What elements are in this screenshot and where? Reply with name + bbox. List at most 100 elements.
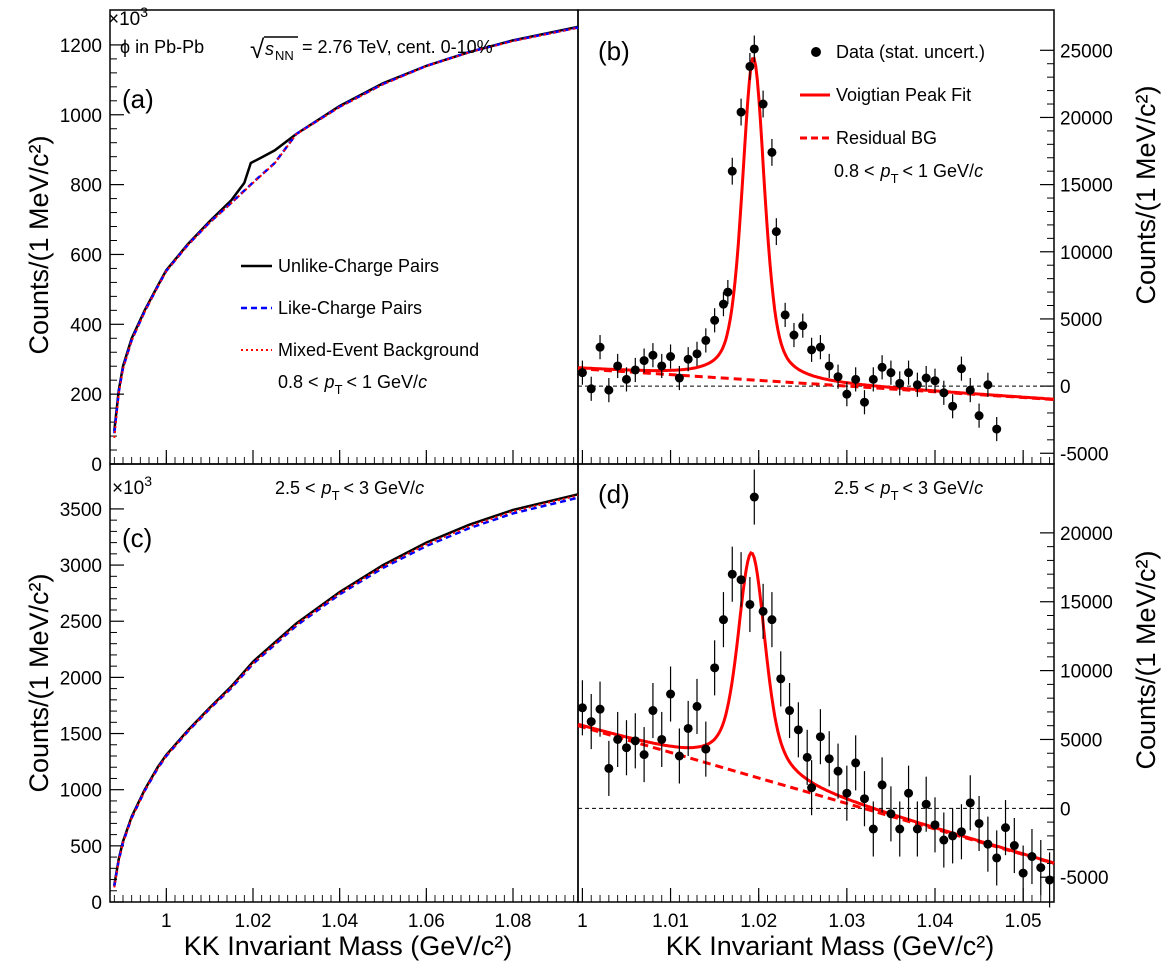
data-point — [824, 754, 834, 764]
data-point — [948, 401, 958, 411]
y-tick-label: 15000 — [1060, 176, 1113, 197]
data-point — [974, 818, 984, 828]
data-point — [833, 766, 843, 776]
figure-header: ϕ in Pb-Pb — [120, 37, 204, 57]
data-point — [683, 354, 693, 364]
data-point — [974, 411, 984, 421]
y-tick-label: 10000 — [1060, 243, 1113, 264]
legend-mixed-label: Mixed-Event Background — [278, 340, 479, 360]
panel-label-d: (d) — [598, 479, 630, 509]
data-point — [613, 734, 623, 744]
y-tick-label: 600 — [70, 245, 102, 266]
y-tick-label: 0 — [1060, 377, 1071, 398]
legend-bg-label: Residual BG — [836, 128, 937, 148]
pt-label-d: 2.5 < pT < 3 GeV/c — [834, 478, 983, 503]
x-tick-label: 1.04 — [321, 911, 358, 932]
data-point — [604, 385, 614, 395]
data-point — [666, 352, 676, 362]
panel-a-marks: 0 200 400 600 800 1000 1200 — [60, 25, 579, 476]
data-point — [613, 361, 623, 371]
residual-bg-line — [577, 724, 1055, 865]
data-point — [767, 615, 777, 625]
data-point — [1036, 863, 1046, 873]
data-point — [674, 373, 684, 383]
data-point — [736, 575, 746, 585]
exp-label-a: ×103 — [108, 4, 148, 30]
data-point — [604, 763, 614, 773]
panel-a-frame — [109, 9, 579, 465]
data-point — [639, 356, 649, 366]
data-point — [921, 373, 931, 383]
data-point — [930, 376, 940, 386]
data-point — [780, 310, 790, 320]
data-point — [930, 820, 940, 830]
data-point — [983, 380, 993, 390]
legend-data-marker — [811, 47, 821, 57]
data-point — [758, 99, 768, 109]
data-point — [965, 798, 975, 808]
data-point — [983, 839, 993, 849]
figure-energy: = 2.76 TeV, cent. 0-10% — [302, 37, 493, 57]
data-point — [727, 166, 737, 176]
data-point — [833, 372, 843, 382]
series-line — [113, 493, 579, 886]
series-line — [113, 496, 579, 887]
y-axis-title-left-a: Counts/(1 MeV/c²) — [24, 135, 54, 354]
data-point — [639, 750, 649, 760]
data-point — [683, 723, 693, 733]
data-point — [586, 384, 596, 394]
pt-label-c: 2.5 < pT < 3 GeV/c — [275, 478, 424, 503]
x-tick-label: 1 — [161, 911, 172, 932]
data-point — [657, 734, 667, 744]
y-tick-label: -5000 — [1060, 868, 1109, 889]
x-tick-label: 1.05 — [1005, 911, 1042, 932]
data-point — [815, 342, 825, 352]
data-point — [904, 788, 914, 798]
data-point — [912, 380, 922, 390]
data-point — [745, 599, 755, 609]
data-point — [859, 794, 869, 804]
data-point — [956, 827, 966, 837]
y-axis-title-right-b: Counts/(1 MeV/c²) — [1131, 85, 1161, 304]
data-point — [718, 615, 728, 625]
y-tick-label: 1000 — [60, 781, 102, 802]
data-point — [767, 147, 777, 157]
data-point — [736, 107, 746, 117]
y-tick-label: 0 — [91, 893, 102, 914]
sqrt-s: s — [265, 39, 274, 59]
data-point — [621, 743, 631, 753]
data-point — [868, 824, 878, 834]
data-point — [785, 706, 795, 716]
data-point — [798, 321, 808, 331]
panel-label-a: (a) — [122, 84, 154, 114]
sqrt-symbol: √ — [250, 34, 265, 64]
data-point — [939, 388, 949, 398]
y-tick-label: 2500 — [60, 612, 102, 633]
data-point — [842, 788, 852, 798]
data-point — [727, 569, 737, 579]
data-point — [895, 824, 905, 834]
data-point — [815, 732, 825, 742]
data-point — [621, 374, 631, 384]
y-tick-label: 1500 — [60, 725, 102, 746]
x-tick-label: 1 — [577, 911, 588, 932]
x-tick-label: 1.02 — [740, 911, 777, 932]
legend-like-label: Like-Charge Pairs — [278, 298, 422, 318]
voigt-fit-curve — [577, 550, 1055, 865]
y-tick-label: 1000 — [60, 106, 102, 127]
data-point — [921, 799, 931, 809]
y-axis-title-right-d: Counts/(1 MeV/c²) — [1131, 550, 1161, 769]
y-tick-label: 0 — [1060, 799, 1071, 820]
data-point — [1027, 852, 1037, 862]
x-tick-label: 1.08 — [495, 911, 532, 932]
data-point — [789, 330, 799, 340]
data-point — [886, 809, 896, 819]
data-point — [904, 368, 914, 378]
data-point — [851, 758, 861, 768]
data-point — [771, 227, 781, 237]
y-tick-label: 15000 — [1060, 593, 1113, 614]
data-point — [824, 361, 834, 371]
data-point — [758, 606, 768, 616]
data-point — [1045, 875, 1055, 885]
